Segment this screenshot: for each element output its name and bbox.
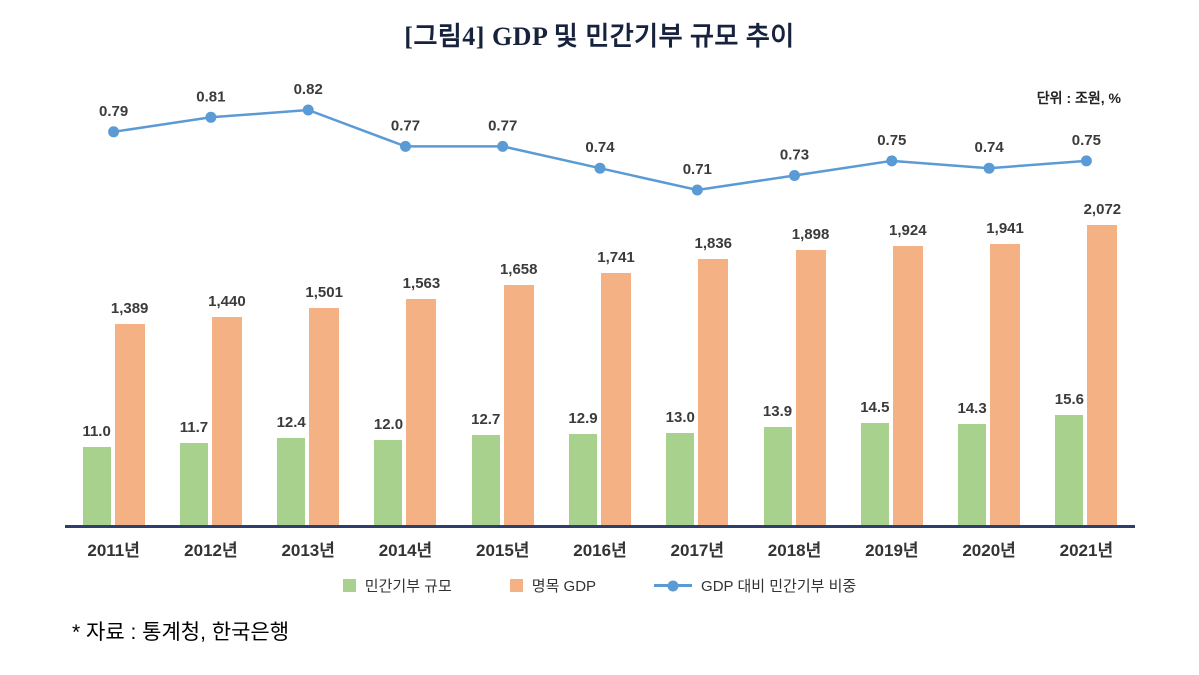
donation-value-label: 12.4	[276, 414, 306, 431]
legend-label-ratio: GDP 대비 민간기부 비중	[701, 578, 857, 595]
gdp-bar	[211, 317, 242, 525]
x-axis-label: 2019년	[865, 541, 919, 560]
donation-value-label: 11.0	[82, 423, 111, 440]
gdp-bar	[114, 324, 145, 525]
x-axis-label: 2014년	[378, 541, 433, 560]
gdp-value-label: 1,501	[305, 284, 343, 301]
x-axis-label: 2021년	[1059, 541, 1114, 560]
gdp-bar	[990, 244, 1021, 525]
gdp-value-label: 1,658	[499, 261, 538, 278]
plot-area: 11.0 1,389 11.7 1,440 12.4 1,501 12.0 1,563 12.7…	[65, 81, 1135, 560]
donation-value-label: 13.0	[665, 409, 695, 426]
gdp-bar	[601, 273, 631, 525]
ratio-dot-icon	[667, 580, 679, 591]
legend: 민간기부 규모 명목 GDP GDP 대비 민간기부 비중	[0, 575, 1199, 596]
x-axis-labels: 2011년 2012년 2013년 2014년 2015년 2016년 2017년 2018년…	[65, 95, 1135, 560]
x-axis-label: 2016년	[573, 541, 627, 560]
gdp-value-label: 1,836	[694, 235, 733, 252]
donation-value-label: 15.6	[1054, 391, 1084, 408]
gdp-value-label: 1,898	[791, 226, 830, 243]
gdp-value-label: 1,563	[402, 275, 441, 292]
gdp-bar	[1087, 225, 1118, 525]
gdp-value-label: 1,741	[597, 249, 635, 266]
legend-item-donation: 민간기부 규모	[342, 575, 452, 596]
source-note: * 자료 : 통계청, 한국은행	[72, 621, 290, 644]
gdp-value-label: 1,941	[986, 220, 1024, 237]
gdp-value-label: 1,924	[889, 222, 927, 239]
gdp-bar	[795, 250, 826, 525]
donation-value-label: 12.9	[568, 410, 598, 427]
donation-bar	[666, 433, 695, 525]
x-axis-label: 2015년	[475, 541, 530, 560]
donation-bar	[958, 424, 987, 525]
donation-value-label: 13.9	[762, 403, 793, 420]
gdp-bar	[309, 308, 340, 525]
x-axis-label: 2012년	[184, 541, 238, 560]
gdp-bar	[503, 285, 534, 525]
x-axis-label: 2020년	[962, 541, 1016, 560]
donation-value-label: 14.3	[957, 400, 987, 417]
gdp-bar	[406, 299, 437, 525]
gdp-value-label: 1,389	[110, 300, 149, 317]
legend-label-gdp: 명목 GDP	[531, 578, 597, 595]
donation-value-label: 12.7	[471, 411, 501, 428]
donation-bar	[763, 427, 792, 525]
x-axis-label: 2017년	[670, 541, 724, 560]
donation-bar	[569, 434, 597, 525]
legend-item-gdp: 명목 GDP	[509, 575, 597, 596]
donation-swatch	[342, 579, 356, 592]
x-axis-label: 2011년	[87, 541, 140, 560]
donation-bar	[374, 440, 403, 525]
donation-bar	[179, 443, 208, 525]
x-axis-label: 2013년	[281, 541, 335, 560]
gdp-swatch	[509, 579, 523, 592]
unit-note: 단위 : 조원, %	[1036, 90, 1121, 106]
donation-bar	[1055, 415, 1084, 525]
gdp-value-label: 2,072	[1083, 201, 1122, 218]
donation-value-label: 12.0	[373, 416, 404, 433]
donation-bar	[277, 438, 306, 525]
gdp-bar	[892, 246, 923, 525]
donation-bar	[860, 423, 889, 525]
legend-item-ratio: GDP 대비 민간기부 비중	[654, 575, 856, 596]
legend-label-donation: 민간기부 규모	[364, 578, 452, 595]
bars-layer: 11.0 1,389 11.7 1,440 12.4 1,501 12.0 1,563 12.7…	[65, 95, 1135, 525]
donation-value-label: 11.7	[179, 419, 209, 436]
donation-bar	[82, 447, 111, 525]
chart-title: [그림4] GDP 및 민간기부 규모 추이	[404, 22, 795, 51]
ratio-line-swatch	[654, 580, 693, 591]
x-axis-label: 2018년	[767, 541, 822, 560]
donation-value-label: 14.5	[860, 399, 890, 416]
donation-bar	[471, 435, 500, 525]
gdp-value-label: 1,440	[208, 293, 246, 310]
gdp-bar	[698, 259, 729, 525]
